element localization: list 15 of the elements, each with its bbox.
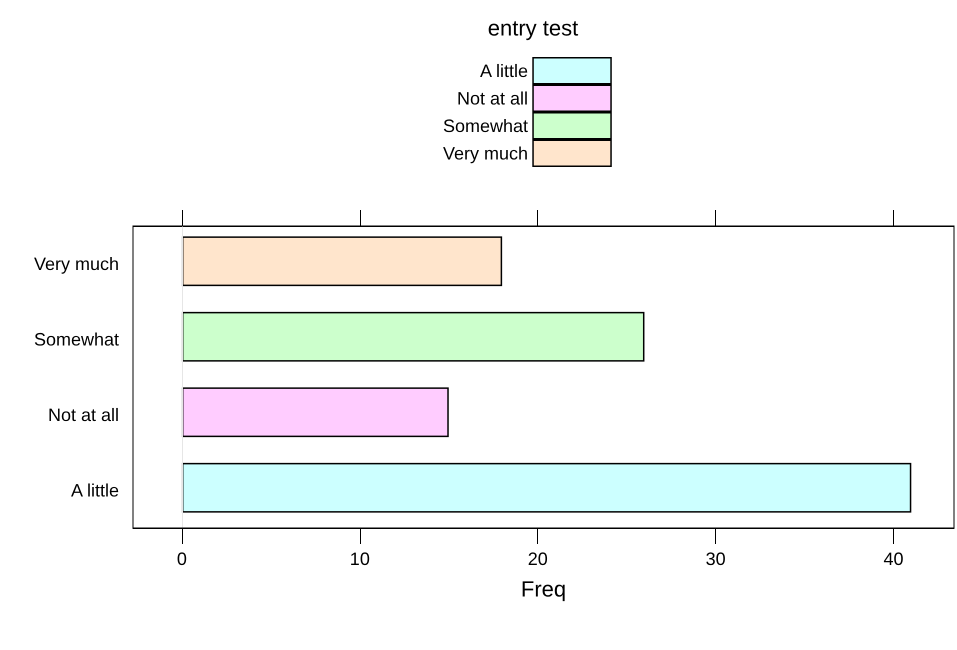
legend-label: Somewhat <box>442 116 528 136</box>
legend-label: Not at all <box>456 88 528 108</box>
legend-label: Very much <box>442 143 528 164</box>
x-axis-title: Freq <box>520 576 566 602</box>
x-tick-label: 20 <box>528 549 548 569</box>
y-tick-label: Very much <box>34 254 119 274</box>
x-tick-label: 10 <box>350 549 370 569</box>
y-tick-label: Somewhat <box>34 329 119 350</box>
x-tick-label: 30 <box>706 549 726 569</box>
y-tick-label: Not at all <box>48 404 119 425</box>
legend-label: A little <box>480 60 528 81</box>
y-tick-label: A little <box>70 480 119 500</box>
x-tick-label: 40 <box>884 549 904 569</box>
legend-title: entry test <box>488 16 578 40</box>
x-tick-label: 0 <box>176 549 187 569</box>
